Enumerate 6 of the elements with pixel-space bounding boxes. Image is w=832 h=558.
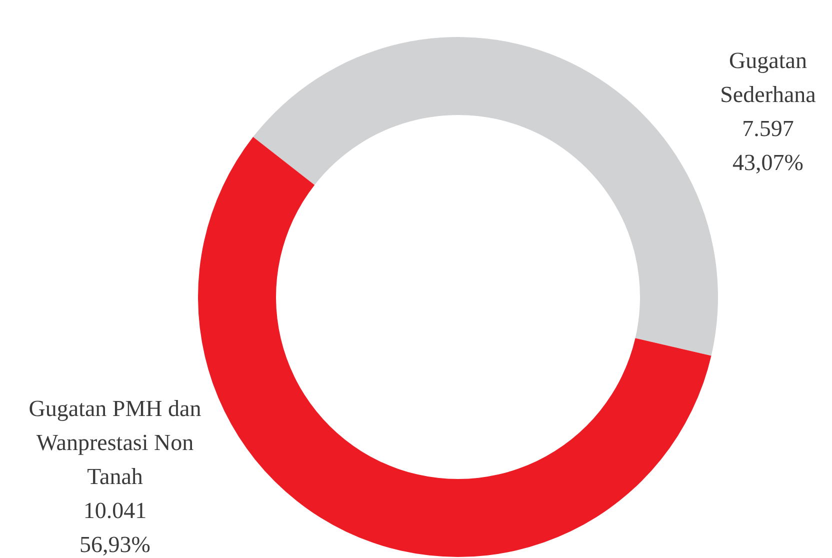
data-label: 7.597 bbox=[742, 116, 794, 142]
data-label: 10.041 bbox=[83, 498, 147, 524]
slice-label: Gugatan PMH dan Wanprestasi Non Tanah bbox=[28, 396, 202, 490]
text: 56,93% bbox=[80, 532, 150, 558]
text: 43,07% bbox=[732, 150, 804, 176]
slice-label: Gugatan Sederhana bbox=[720, 48, 816, 108]
